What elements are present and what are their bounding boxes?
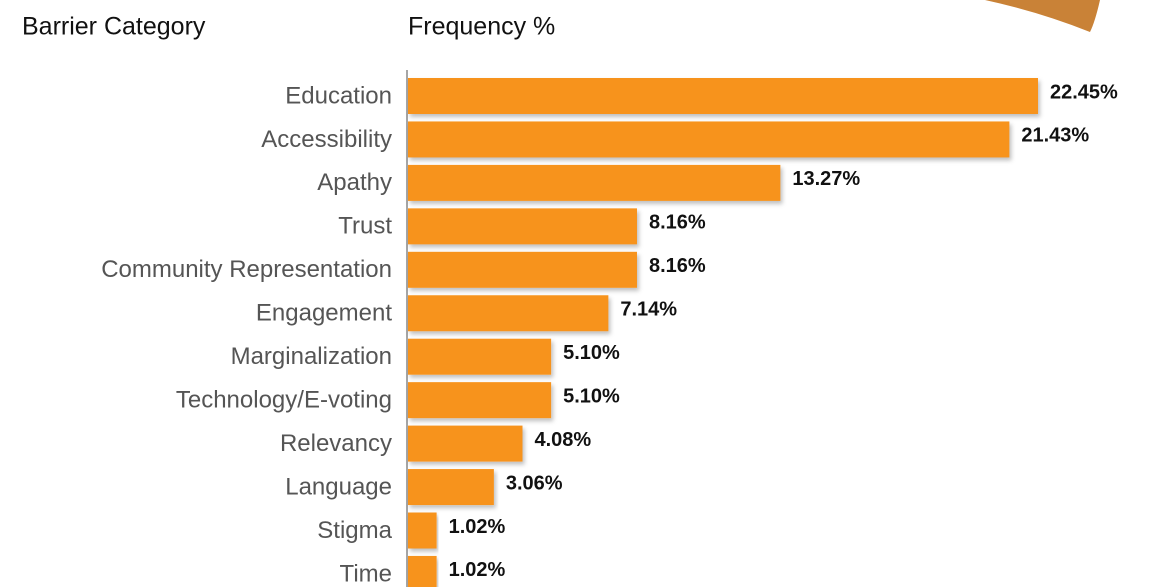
value-label: 8.16% (649, 212, 706, 234)
category-header: Barrier Category (22, 13, 206, 41)
bar (408, 208, 637, 245)
category-label: Relevancy (280, 430, 392, 457)
value-label: 21.43% (1021, 125, 1089, 147)
value-label: 7.14% (620, 299, 677, 321)
category-label: Apathy (317, 169, 392, 196)
value-label: 5.10% (563, 342, 620, 364)
bar (408, 382, 552, 419)
bar (408, 469, 494, 506)
value-label: 22.45% (1050, 81, 1118, 103)
decoration (985, 0, 1100, 32)
bar (408, 512, 437, 549)
bar (408, 251, 637, 288)
category-label: Marginalization (231, 343, 392, 370)
category-label: Technology/E-voting (176, 386, 392, 413)
category-label: Stigma (317, 517, 392, 544)
value-label: 1.02% (449, 559, 506, 581)
value-label: 1.02% (449, 516, 506, 538)
value-label: 5.10% (563, 385, 620, 407)
value-label: 8.16% (649, 255, 706, 277)
category-label: Language (285, 473, 392, 500)
bar (408, 121, 1010, 158)
bar (408, 78, 1038, 114)
bar (408, 555, 437, 587)
category-label: Accessibility (261, 126, 392, 153)
value-label: 3.06% (506, 472, 563, 494)
value-label: 4.08% (534, 429, 591, 451)
category-label: Community Representation (101, 256, 392, 283)
bar (408, 295, 609, 332)
category-label: Education (285, 82, 392, 109)
category-label: Time (340, 560, 392, 587)
bar (408, 338, 552, 375)
bar (408, 164, 781, 201)
bar (408, 425, 523, 462)
category-label: Engagement (256, 300, 392, 327)
value-label: 13.27% (792, 168, 860, 190)
value-header: Frequency % (408, 13, 555, 41)
category-label: Trust (338, 213, 392, 240)
